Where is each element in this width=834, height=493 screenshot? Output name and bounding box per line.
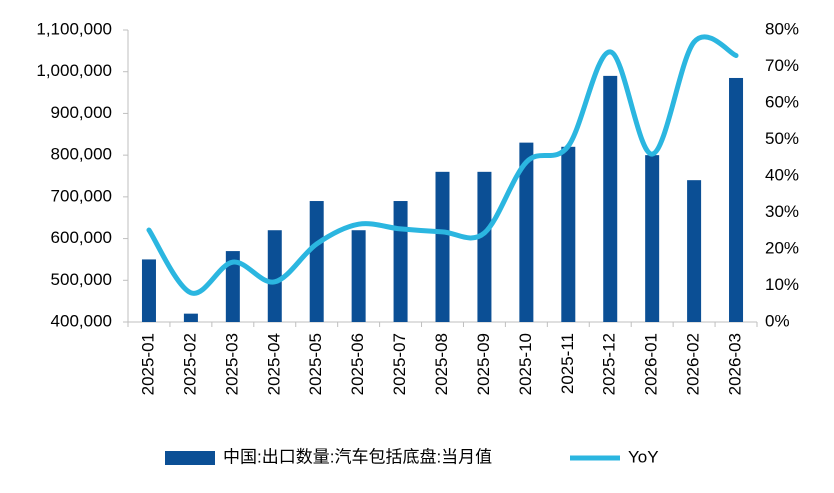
y-tick-label: 1,100,000 (36, 19, 112, 38)
x-tick-label: 2025-11 (558, 333, 577, 394)
bar (519, 142, 534, 322)
y2-tick-label: 70% (765, 56, 799, 75)
x-tick-label: 2025-07 (390, 333, 409, 395)
y-tick-label: 500,000 (51, 270, 112, 289)
bar (477, 171, 492, 322)
y2-tick-label: 50% (765, 129, 799, 148)
x-tick-label: 2025-12 (600, 333, 619, 395)
bar (351, 230, 366, 322)
x-tick-label: 2026-02 (684, 333, 703, 395)
y2-tick-label: 20% (765, 238, 799, 257)
x-tick-label: 2025-08 (432, 333, 451, 395)
y-tick-label: 600,000 (51, 228, 112, 247)
bar (393, 201, 408, 322)
y2-tick-label: 30% (765, 202, 799, 221)
x-tick-label: 2025-02 (180, 333, 199, 395)
y2-tick-label: 80% (765, 19, 799, 38)
bar (561, 146, 576, 322)
bar (603, 75, 618, 322)
x-tick-label: 2025-06 (348, 333, 367, 395)
legend-swatch (165, 451, 215, 465)
x-tick-label: 2026-03 (726, 333, 745, 395)
x-tick-label: 2025-10 (516, 333, 535, 395)
y-tick-label: 1,000,000 (36, 61, 112, 80)
bar (435, 171, 450, 322)
bar (687, 180, 702, 322)
bar (645, 155, 660, 322)
y-tick-label: 900,000 (51, 103, 112, 122)
y-tick-label: 700,000 (51, 186, 112, 205)
x-tick-label: 2025-01 (138, 333, 157, 395)
x-tick-label: 2025-09 (474, 333, 493, 395)
y2-tick-label: 10% (765, 275, 799, 294)
x-tick-label: 2025-04 (264, 333, 283, 395)
x-tick-label: 2026-01 (642, 333, 661, 395)
y-tick-label: 400,000 (51, 311, 112, 330)
y2-tick-label: 0% (765, 311, 790, 330)
legend-label: YoY (628, 447, 659, 466)
bar (729, 77, 744, 322)
x-tick-label: 2025-05 (306, 333, 325, 395)
bar (267, 230, 282, 322)
y-tick-label: 800,000 (51, 145, 112, 164)
line (146, 34, 739, 296)
x-tick-label: 2025-03 (222, 333, 241, 395)
legend-label: 中国:出口数量:汽车包括底盘:当月值 (223, 447, 492, 466)
bar (183, 313, 198, 322)
bar (309, 201, 324, 322)
y2-tick-label: 40% (765, 165, 799, 184)
bar (225, 251, 240, 322)
bar (141, 259, 156, 322)
y2-tick-label: 60% (765, 92, 799, 111)
